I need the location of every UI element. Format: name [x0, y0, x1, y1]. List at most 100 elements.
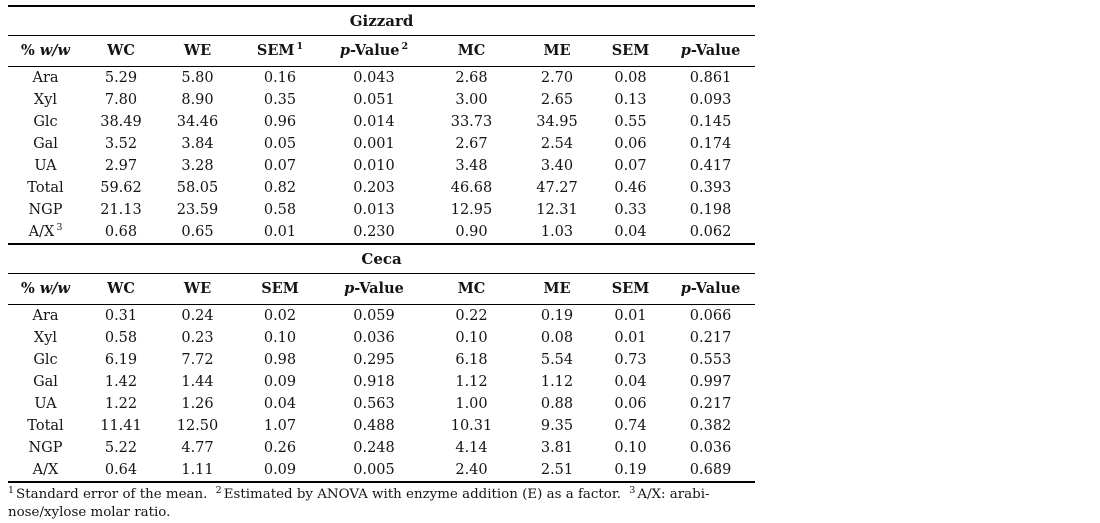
table-cell: 12.31 [536, 201, 578, 218]
table-cell: 0.09 [263, 461, 297, 478]
column-header: WC [83, 35, 159, 67]
table-section-ceca: Ceca % w/w WC WE SEM p-Value MC ME SEM p-Value A… [8, 243, 756, 483]
table-cell: 0.07 [614, 157, 647, 174]
table-cell: 3.52 [104, 135, 138, 152]
table-cell: 0.217 [689, 329, 732, 346]
table-cell: 0.65 [181, 223, 214, 240]
table-cell: 0.24 [181, 307, 214, 324]
table-cell: 0.013 [353, 201, 395, 218]
column-header: WC [83, 273, 159, 305]
table-cell: 8.90 [181, 91, 214, 108]
row-label: Total [27, 417, 64, 434]
column-header: MC [424, 35, 519, 67]
table-cell: 0.98 [263, 351, 297, 368]
table-cell: 9.35 [540, 417, 574, 434]
row-label: Xyl [33, 329, 58, 346]
section-title-ceca: Ceca [8, 244, 756, 274]
table-cell: 0.58 [104, 329, 138, 346]
table-cell: 0.05 [263, 135, 297, 152]
table-cell: 3.81 [540, 439, 574, 456]
table-cell: 4.77 [181, 439, 214, 456]
row-label: UA [34, 157, 57, 174]
italic-text: p [680, 41, 691, 59]
table-cell: 3.48 [455, 157, 488, 174]
section-title-gizzard: Gizzard [8, 6, 756, 36]
footnote-marker: 1 [8, 484, 15, 496]
row-label: Glc [33, 351, 58, 368]
table-cell: 0.001 [353, 135, 395, 152]
table-cell: 21.13 [100, 201, 142, 218]
table-cell: 2.70 [540, 69, 574, 86]
italic-text: p [680, 279, 691, 297]
table-cell: 0.066 [689, 307, 732, 324]
table-cell: 0.06 [614, 135, 647, 152]
table-row: NGP 21.13 23.59 0.58 0.013 12.95 12.31 0.33 0.19… [8, 199, 755, 221]
table-cell: 12.95 [450, 201, 493, 218]
table-cell: 2.67 [455, 135, 488, 152]
table-cell: 2.51 [540, 461, 574, 478]
table-cell: 0.01 [614, 329, 647, 346]
column-header: SEM [595, 273, 666, 305]
section-title-row: Gizzard [8, 6, 756, 36]
table-cell: 0.26 [263, 439, 297, 456]
table-cell: 11.41 [100, 417, 142, 434]
table-cell: 5.54 [540, 351, 574, 368]
table-cell: 38.49 [100, 113, 142, 130]
table-cell: 0.08 [540, 329, 574, 346]
italic-text: w/w [39, 279, 71, 297]
table-cell: 5.22 [104, 439, 138, 456]
table-cell: 0.689 [689, 461, 732, 478]
column-header: SEM 1 [236, 35, 324, 67]
table-cell: 0.295 [353, 351, 395, 368]
table-cell: 0.04 [614, 373, 647, 390]
table-cell: 0.145 [689, 113, 732, 130]
column-header: p-Value [324, 273, 424, 305]
row-label: A/X 3 [28, 221, 63, 240]
row-label: Xyl [33, 91, 58, 108]
table-row: Ara 0.31 0.24 0.02 0.059 0.22 0.19 0.01 0.066 [8, 305, 755, 328]
table-cell: 0.10 [455, 329, 488, 346]
column-header: ME [519, 35, 595, 67]
table-cell: 0.393 [689, 179, 732, 196]
table-body-ceca: Ara 0.31 0.24 0.02 0.059 0.22 0.19 0.01 0.066 Xyl… [8, 305, 755, 483]
table-cell: 0.093 [689, 91, 732, 108]
table-cell: 3.00 [455, 91, 488, 108]
table-cell: 0.248 [353, 439, 395, 456]
table-cell: 0.036 [689, 439, 732, 456]
table-cell: 3.84 [181, 135, 214, 152]
row-label: Total [27, 179, 64, 196]
row-label: Gal [33, 373, 58, 390]
italic-text: p [344, 279, 355, 297]
table-cell: 0.19 [540, 307, 574, 324]
table-cell: 2.68 [455, 69, 488, 86]
table-cell: 0.31 [104, 307, 138, 324]
table-row: NGP 5.22 4.77 0.26 0.248 4.14 3.81 0.10 0.036 [8, 437, 755, 459]
table-cell: 0.22 [455, 307, 488, 324]
table-body-gizzard: Ara 5.29 5.80 0.16 0.043 2.68 2.70 0.08 0.861 Xyl… [8, 67, 755, 244]
column-header: % w/w [8, 273, 83, 305]
table-cell: 0.059 [353, 307, 395, 324]
table-cell: 0.230 [353, 223, 395, 240]
italic-text: w/w [39, 41, 71, 59]
table-cell: 0.10 [614, 439, 647, 456]
column-header: p-Value [666, 35, 756, 67]
table-cell: 0.01 [614, 307, 647, 324]
table-cell: 3.40 [540, 157, 574, 174]
table-cell: 0.04 [614, 223, 647, 240]
table-cell: 34.95 [536, 113, 578, 130]
footnote-marker: 3 [629, 484, 636, 496]
table-cell: 0.198 [689, 201, 732, 218]
table-cell: 5.29 [104, 69, 138, 86]
table-row: Xyl 0.58 0.23 0.10 0.036 0.10 0.08 0.01 0.217 [8, 327, 755, 349]
table-cell: 0.02 [263, 307, 297, 324]
table-cell: 3.28 [181, 157, 214, 174]
table-cell: 0.997 [689, 373, 732, 390]
table-cell: 1.07 [263, 417, 297, 434]
table-section-gizzard: Gizzard % w/w WC WE SEM 1 p-Value 2 MC ME SEM p-Va… [8, 5, 756, 244]
table-cell: 0.10 [263, 329, 297, 346]
column-header: p-Value 2 [324, 35, 424, 67]
table-cell: 0.051 [353, 91, 395, 108]
table-cell: 0.23 [181, 329, 214, 346]
table-cell: 0.82 [263, 179, 297, 196]
